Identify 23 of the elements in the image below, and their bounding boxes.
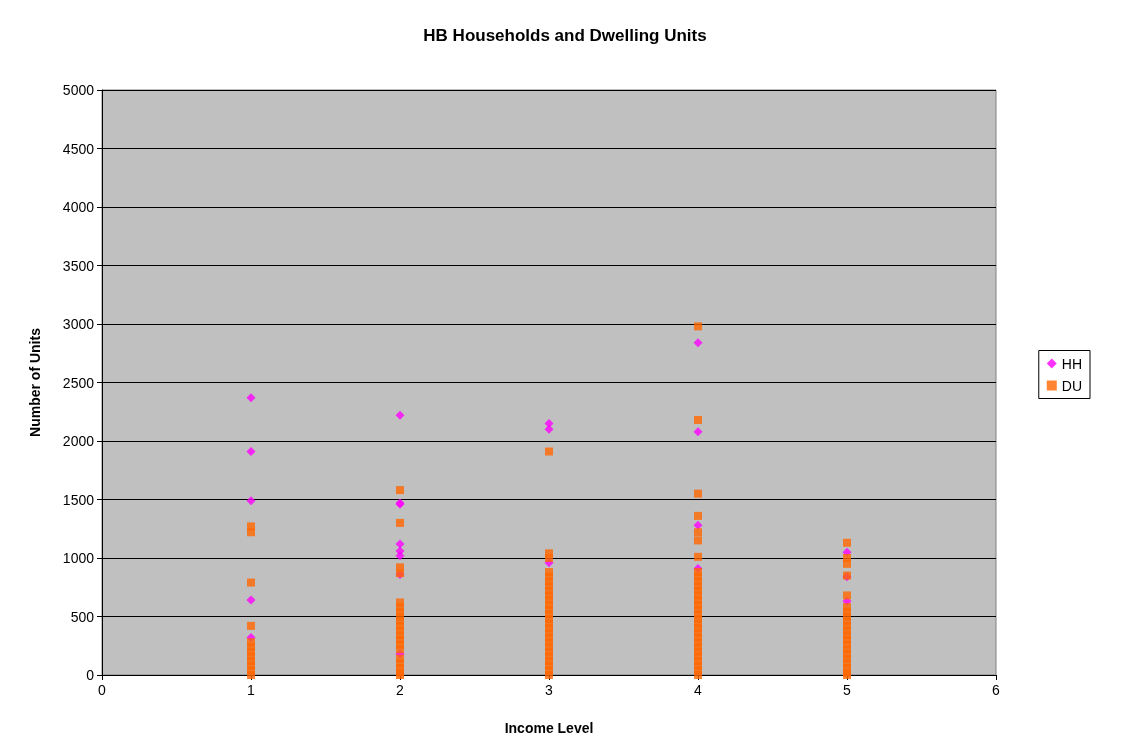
x-tick-label: 5 [843,682,852,698]
y-tick-label: 0 [86,667,95,683]
legend-label: DU [1061,377,1083,394]
y-tick-label: 4500 [62,140,95,157]
chart-title: HB Households and Dwelling Units [423,26,707,45]
y-tick-label: 500 [70,608,95,625]
x-tick-label: 3 [545,682,554,698]
x-axis-title: Income Level [504,720,594,736]
y-tick-label: 1000 [62,550,95,566]
y-tick-label: 2500 [62,374,95,391]
y-axis-title: Number of Units [27,327,43,437]
y-tick-label: 5000 [62,82,95,98]
x-tick-label: 2 [396,682,405,698]
legend-label: HH [1061,355,1083,372]
x-tick-label: 1 [247,682,256,698]
y-tick-label: 2000 [62,433,95,449]
x-tick-label: 4 [694,682,703,698]
y-tick-label: 3000 [62,316,95,332]
y-tick-label: 1500 [62,491,95,508]
x-tick-label: 6 [992,682,1001,698]
y-tick-label: 4000 [62,199,95,215]
y-tick-label: 3500 [62,257,95,274]
x-tick-label: 0 [98,682,107,698]
